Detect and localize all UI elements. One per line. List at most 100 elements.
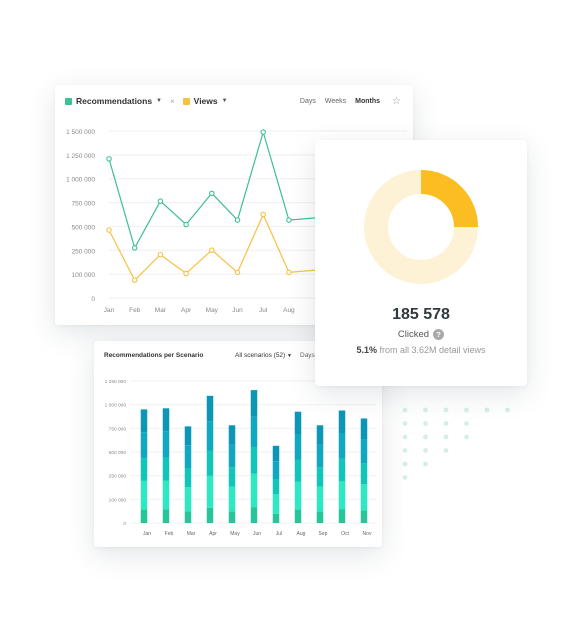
bar-segment bbox=[228, 486, 236, 512]
bar-segment bbox=[360, 510, 368, 523]
close-icon[interactable]: × bbox=[170, 96, 175, 106]
y-tick-label: 100 000 bbox=[109, 497, 127, 503]
decorative-dot bbox=[423, 407, 428, 413]
bar-segment bbox=[338, 458, 346, 482]
data-point bbox=[131, 245, 138, 251]
bar-segment bbox=[360, 439, 368, 464]
data-point bbox=[183, 221, 189, 228]
data-point bbox=[157, 198, 164, 204]
bar-segment bbox=[316, 511, 324, 523]
bar-segment bbox=[206, 475, 214, 508]
data-point bbox=[157, 251, 164, 258]
y-tick-label: 750 000 bbox=[72, 201, 96, 208]
data-point bbox=[234, 269, 241, 276]
tab-months[interactable]: Months bbox=[355, 97, 381, 105]
y-tick-label: 0 bbox=[123, 521, 126, 527]
bar-segment bbox=[206, 421, 214, 451]
data-point bbox=[106, 156, 112, 162]
data-point bbox=[106, 227, 112, 233]
decorative-dot bbox=[423, 421, 428, 426]
decorative-dot bbox=[402, 461, 408, 467]
series-selector: Recommendations ▼ × Views ▼ bbox=[65, 93, 228, 109]
bar-segment bbox=[272, 494, 280, 514]
tab-days[interactable]: Days bbox=[299, 97, 316, 105]
series-views-label: Views bbox=[193, 96, 218, 106]
bar-segment bbox=[316, 444, 324, 468]
x-tick-label: Jun bbox=[253, 531, 261, 537]
bar-segment bbox=[140, 409, 148, 433]
x-tick-label: Oct bbox=[341, 531, 349, 537]
bar-segment bbox=[206, 450, 214, 476]
bar-segment bbox=[162, 457, 170, 481]
bar-segment bbox=[206, 395, 214, 422]
y-tick-label: 500 000 bbox=[109, 450, 127, 456]
series-views-select[interactable]: Views ▼ bbox=[182, 96, 228, 106]
data-point bbox=[260, 211, 266, 218]
scenario-select[interactable]: All scenarios (52) ▼ bbox=[235, 352, 292, 359]
decorative-dot bbox=[443, 434, 449, 440]
star-icon[interactable]: ☆ bbox=[392, 95, 401, 107]
bar-segment bbox=[250, 507, 258, 523]
decorative-dot bbox=[402, 421, 408, 426]
y-tick-label: 1 250 000 bbox=[66, 153, 95, 160]
y-tick-label: 0 bbox=[91, 296, 95, 303]
bar-segment bbox=[184, 426, 192, 446]
tab-days[interactable]: Days bbox=[300, 351, 315, 359]
bar-segment bbox=[360, 418, 368, 440]
bar-segment bbox=[272, 461, 280, 479]
bar-segment bbox=[184, 511, 192, 523]
bar-segment bbox=[272, 479, 280, 495]
x-tick-label: Sep bbox=[319, 531, 328, 537]
scenario-select-label: All scenarios (52) bbox=[235, 351, 286, 359]
decorative-dot-grid bbox=[402, 407, 510, 480]
y-tick-label: 1 000 000 bbox=[105, 403, 127, 409]
bar-segment bbox=[338, 481, 346, 510]
tab-weeks[interactable]: Weeks bbox=[324, 97, 347, 105]
bar-segment bbox=[316, 486, 324, 512]
decorative-dot bbox=[464, 421, 469, 426]
bar-chart: 1 250 000 1 000 000 750 000 500 000 250 000 1… bbox=[105, 379, 376, 537]
x-tick-label: Mar bbox=[155, 307, 167, 314]
bar-segment bbox=[316, 467, 324, 487]
bar-segment bbox=[250, 447, 258, 474]
chevron-down-icon: ▼ bbox=[156, 98, 162, 104]
bar-segment bbox=[316, 425, 324, 445]
bar-segment bbox=[162, 509, 170, 523]
decorative-dot bbox=[464, 434, 469, 440]
donut-chart bbox=[364, 170, 478, 284]
help-icon[interactable]: ? bbox=[433, 329, 445, 340]
bar-segment bbox=[250, 416, 258, 448]
x-tick-label: Jan bbox=[104, 307, 115, 314]
chevron-down-icon: ▼ bbox=[221, 98, 228, 104]
bar-segment bbox=[272, 513, 280, 523]
y-tick-label: 1 500 000 bbox=[66, 129, 95, 136]
x-tick-label: Jun bbox=[232, 307, 243, 314]
y-tick-label: 250 000 bbox=[109, 474, 127, 480]
x-tick-label: Aug bbox=[283, 307, 295, 314]
series-recommendations-select[interactable]: Recommendations ▼ bbox=[65, 96, 162, 106]
bar-segment bbox=[206, 507, 214, 523]
bar-segment bbox=[184, 468, 192, 488]
data-point bbox=[183, 270, 189, 277]
bar-segment bbox=[294, 433, 302, 460]
x-tick-label: Apr bbox=[209, 531, 217, 537]
x-tick-label: Nov bbox=[363, 531, 372, 537]
bar-segment bbox=[338, 509, 346, 523]
bar-segment bbox=[294, 411, 302, 434]
x-tick-label: Feb bbox=[165, 531, 174, 537]
x-tick-label: Jul bbox=[276, 531, 282, 537]
bar-segment bbox=[250, 473, 258, 507]
decorative-dot bbox=[402, 448, 408, 453]
clicked-label: Clicked bbox=[397, 329, 430, 341]
clicked-percent-row: 5.1% from all 3.62M detail views bbox=[315, 345, 527, 355]
decorative-dot bbox=[423, 461, 428, 467]
data-point bbox=[286, 269, 292, 276]
bar-segment bbox=[294, 459, 302, 482]
decorative-dot bbox=[443, 421, 449, 426]
data-point bbox=[286, 217, 292, 223]
chevron-down-icon: ▼ bbox=[287, 352, 292, 359]
x-tick-label: May bbox=[230, 531, 240, 537]
bar-segment bbox=[162, 480, 170, 510]
x-tick-label: Jul bbox=[259, 307, 268, 314]
views-swatch-icon bbox=[182, 97, 190, 105]
